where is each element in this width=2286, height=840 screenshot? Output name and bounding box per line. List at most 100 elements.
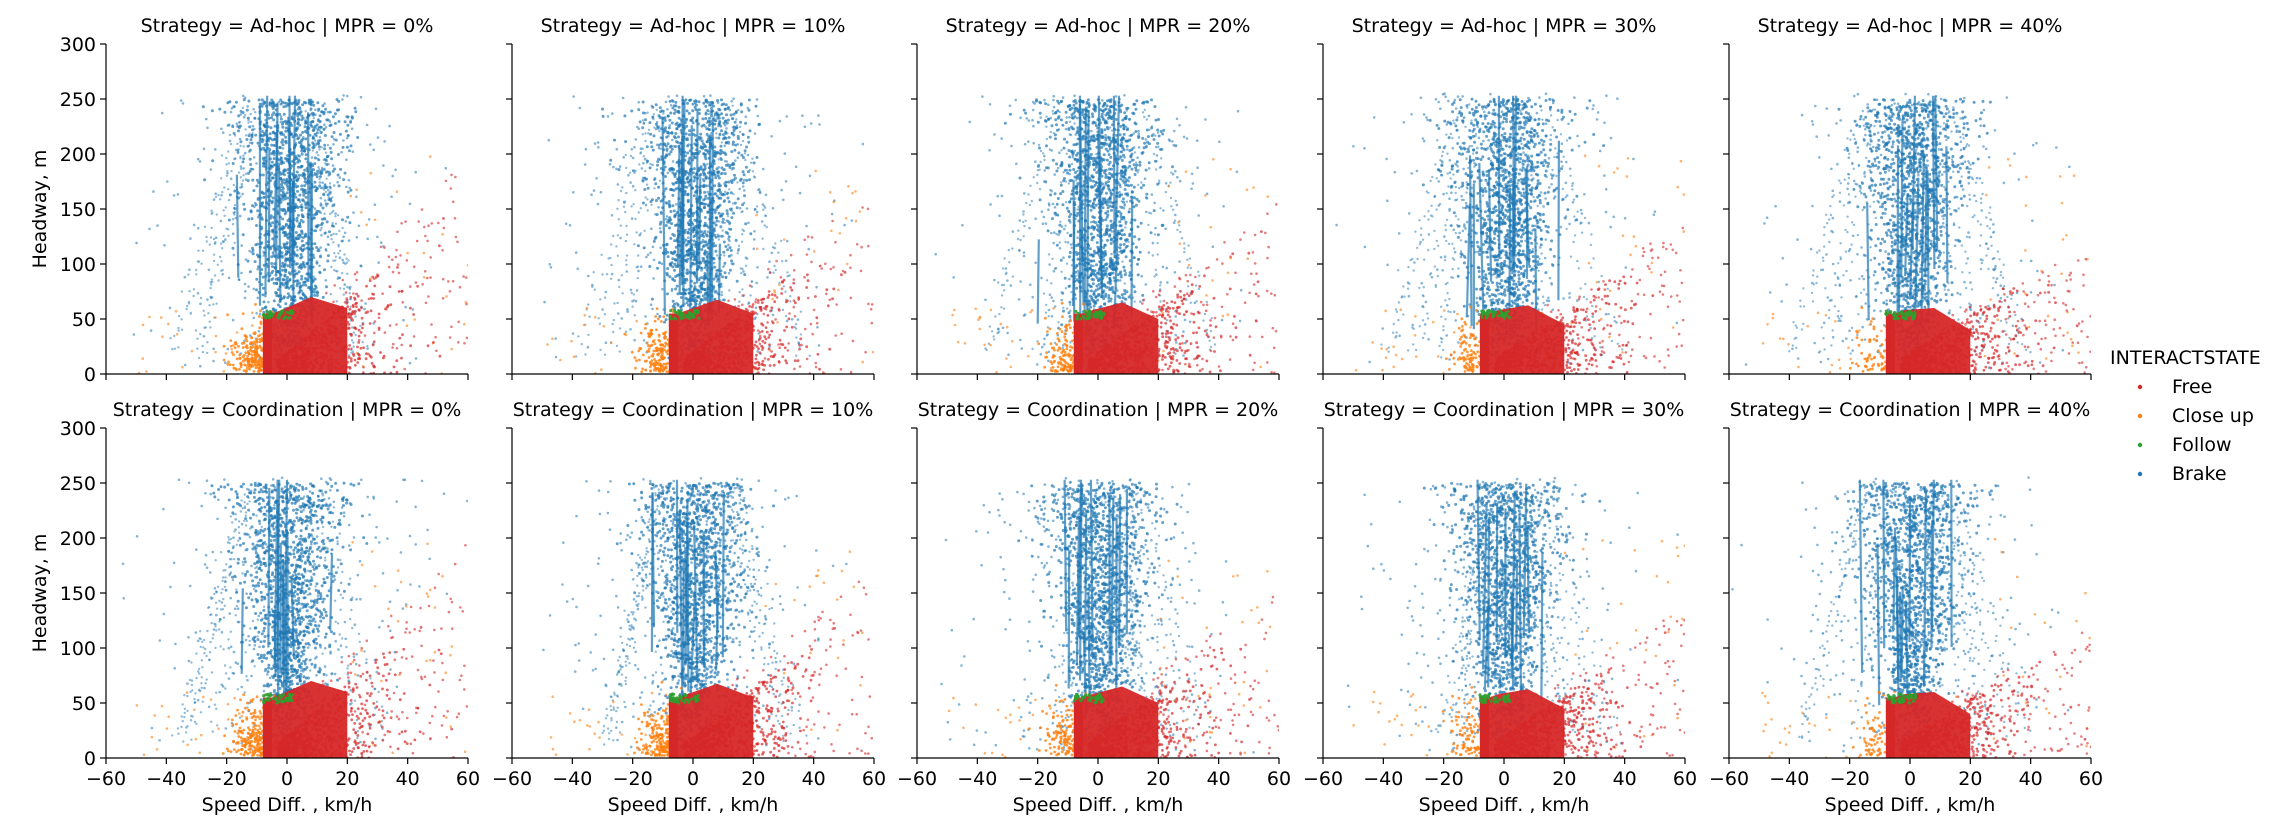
free-point <box>409 344 412 347</box>
brake-point <box>598 317 600 319</box>
brake-point <box>617 199 619 201</box>
brake-point <box>304 137 307 140</box>
brake-point <box>722 117 725 120</box>
brake-point <box>738 301 740 303</box>
closeup-point <box>253 370 256 373</box>
free-point <box>373 340 376 343</box>
brake-point <box>674 275 677 278</box>
brake-point <box>761 220 764 223</box>
closeup-point <box>234 341 237 344</box>
brake-point <box>710 112 713 115</box>
brake-point <box>239 138 242 141</box>
free-point <box>435 350 438 353</box>
free-point <box>439 355 442 358</box>
y-tick-label: 100 <box>60 254 96 276</box>
free-point <box>406 259 409 262</box>
free-point <box>374 320 377 323</box>
brake-point <box>659 231 662 234</box>
brake-point <box>650 145 653 148</box>
brake-point <box>343 293 345 295</box>
free-point <box>370 309 373 312</box>
brake-point <box>232 247 235 250</box>
brake-point <box>744 122 747 125</box>
brake-point <box>303 266 306 269</box>
brake-point <box>599 323 601 325</box>
brake-point <box>723 199 726 202</box>
free-point <box>388 266 391 269</box>
brake-point <box>295 231 298 234</box>
brake-point <box>780 189 783 192</box>
closeup-point <box>250 353 253 356</box>
brake-point <box>262 162 265 165</box>
brake-point <box>412 308 415 311</box>
brake-point <box>555 356 558 359</box>
brake-point <box>625 225 627 227</box>
brake-point <box>242 203 245 206</box>
brake-point <box>133 333 136 336</box>
brake-point <box>236 125 239 128</box>
brake-point <box>597 203 600 206</box>
brake-point <box>223 235 225 237</box>
brake-point <box>294 196 297 199</box>
brake-point <box>633 243 635 245</box>
brake-point <box>206 298 209 301</box>
brake-point <box>728 272 731 275</box>
brake-point <box>643 246 646 249</box>
brake-point <box>675 140 678 143</box>
brake-point <box>380 241 383 244</box>
closeup-point <box>242 360 245 363</box>
brake-point <box>178 329 180 331</box>
brake-point <box>247 260 250 263</box>
closeup-point <box>406 252 409 255</box>
brake-point <box>255 203 258 206</box>
y-axis-label: Headway, m <box>29 150 51 269</box>
brake-point <box>646 112 648 114</box>
closeup-point <box>246 367 249 370</box>
brake-point <box>333 252 335 254</box>
brake-point <box>335 256 337 258</box>
closeup-point <box>254 347 257 350</box>
brake-point <box>327 235 330 238</box>
brake-point <box>669 100 672 103</box>
brake-point <box>730 114 733 117</box>
brake-point <box>320 110 323 113</box>
brake-point <box>719 225 722 228</box>
free-point <box>373 277 376 280</box>
closeup-point <box>226 313 229 316</box>
free-point <box>426 240 429 243</box>
brake-point <box>231 125 234 128</box>
brake-point <box>795 336 797 338</box>
brake-point <box>282 297 285 300</box>
brake-point <box>791 318 794 321</box>
brake-point <box>273 157 276 160</box>
brake-point <box>285 141 288 144</box>
brake-point <box>601 308 604 311</box>
free-point <box>354 273 357 276</box>
free-point <box>398 337 401 340</box>
brake-point <box>726 212 729 215</box>
brake-point <box>220 194 223 197</box>
brake-point <box>300 115 303 118</box>
brake-point <box>611 112 614 115</box>
brake-point <box>197 292 200 295</box>
brake-point <box>765 215 767 217</box>
brake-point <box>616 148 619 151</box>
brake-point <box>214 148 217 151</box>
closeup-point <box>413 318 416 321</box>
closeup-point <box>257 353 260 356</box>
brake-point <box>298 222 301 225</box>
brake-point <box>619 350 621 352</box>
brake-point <box>355 334 357 336</box>
brake-point <box>302 188 305 191</box>
brake-point <box>301 240 304 243</box>
brake-point <box>325 186 328 189</box>
brake-point <box>330 238 332 240</box>
brake-point <box>597 146 600 149</box>
brake-point <box>313 291 316 294</box>
brake-point <box>228 162 230 164</box>
brake-point <box>673 263 676 266</box>
brake-point <box>724 160 726 162</box>
brake-point <box>334 215 336 217</box>
brake-point <box>704 195 707 198</box>
brake-point <box>224 361 227 364</box>
